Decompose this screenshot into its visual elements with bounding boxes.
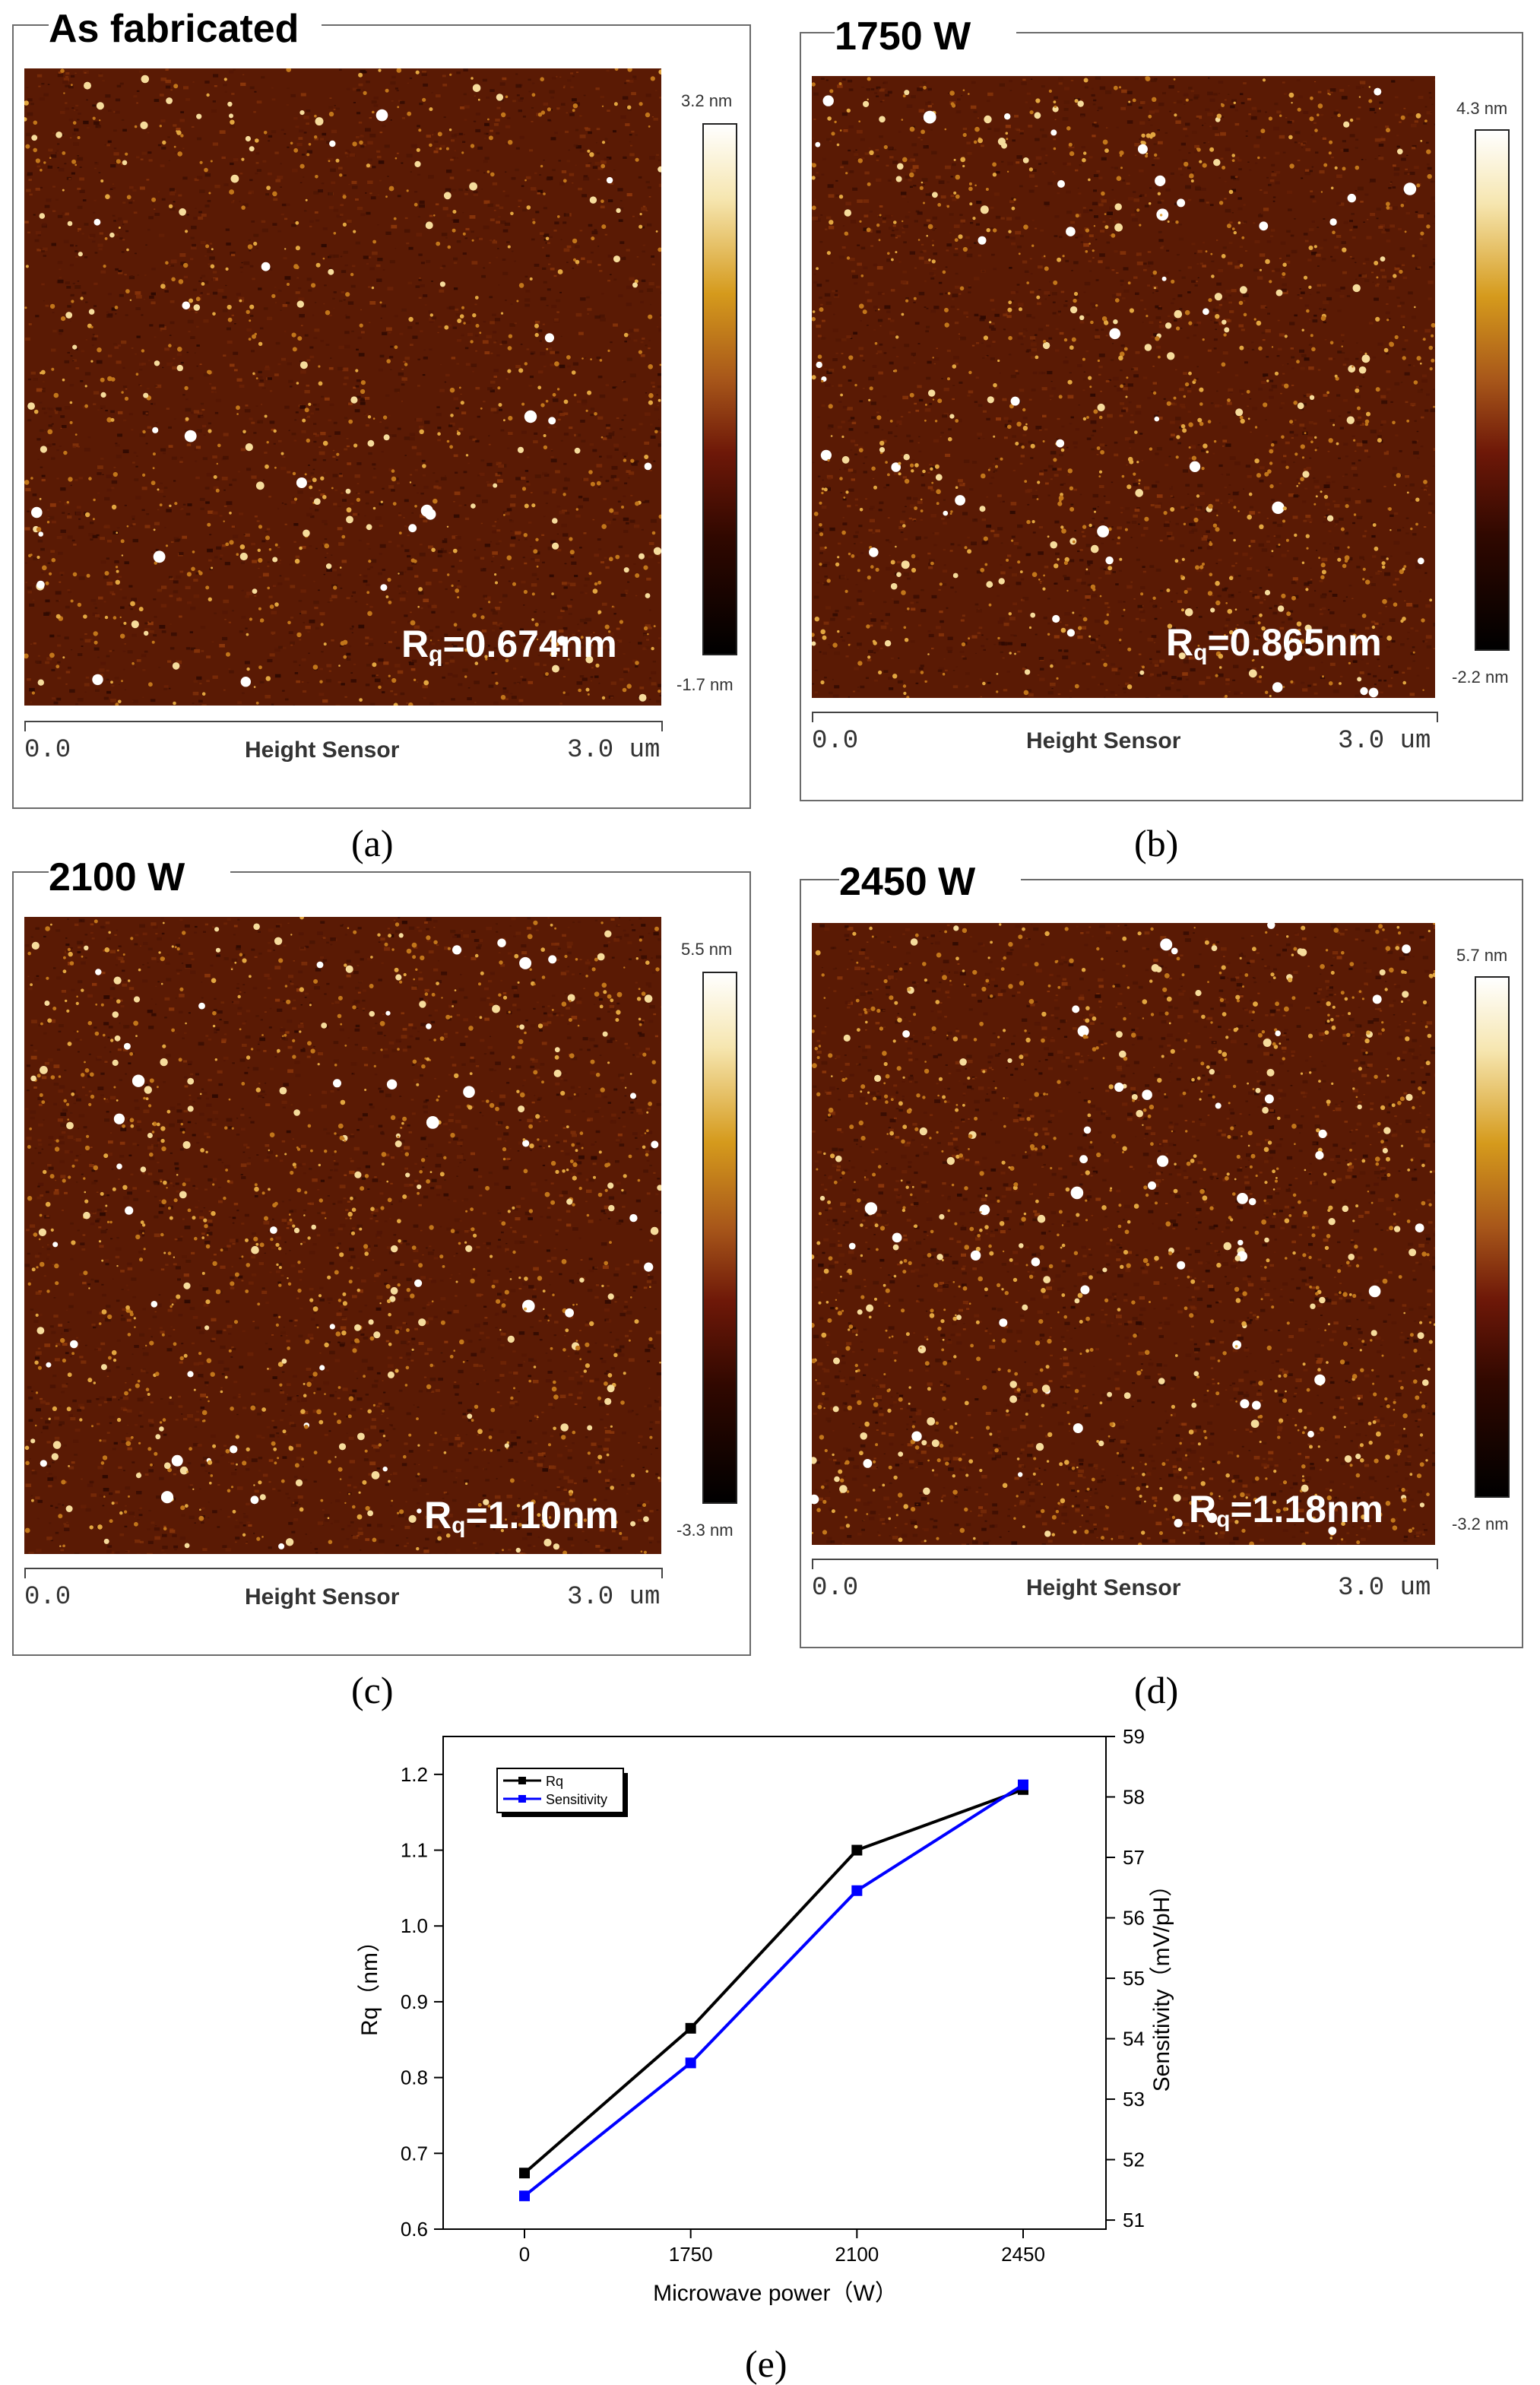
colorbar-min-label: -3.2 nm xyxy=(1452,1514,1509,1533)
panel-title-b: 1750 W xyxy=(835,17,1017,61)
afm-panel-a: Rq=0.674nm 3.2 nm -1.7 nm 0.0 Height Sen… xyxy=(12,24,751,809)
scale-end: 3.0 um xyxy=(567,1583,661,1612)
y2-tick-label: 56 xyxy=(1123,1907,1145,1930)
scale-bar xyxy=(24,1568,663,1569)
series-point-sensitivity xyxy=(1018,1779,1028,1790)
scale-start: 0.0 xyxy=(24,736,71,765)
y-axis-title: Rq（nm） xyxy=(357,1930,382,2036)
y2-axis-title: Sensitivity（mV/pH） xyxy=(1149,1874,1174,2092)
scale-title: Height Sensor xyxy=(245,737,400,763)
colorbar xyxy=(1475,129,1510,651)
panel-label-b: (b) xyxy=(1134,822,1179,864)
series-point-sensitivity xyxy=(519,2190,530,2202)
colorbar-max-label: 5.7 nm xyxy=(1456,946,1508,965)
series-point-rq xyxy=(685,2022,696,2034)
colorbar xyxy=(702,972,737,1504)
y2-tick-label: 58 xyxy=(1123,1786,1145,1809)
afm-panel-c: Rq=1.10nm 5.5 nm -3.3 nm 0.0 Height Sens… xyxy=(12,871,751,1656)
scale-title: Height Sensor xyxy=(1026,728,1181,753)
y-tick-label: 0.9 xyxy=(401,1990,428,2013)
panel-title-c: 2100 W xyxy=(49,858,231,902)
legend-label: Sensitivity xyxy=(546,1792,607,1807)
series-point-rq xyxy=(851,1844,863,1856)
colorbar xyxy=(702,123,737,655)
scale-bar xyxy=(24,721,663,722)
afm-image-c xyxy=(24,917,661,1554)
scale-start: 0.0 xyxy=(812,1574,859,1603)
legend-label: Rq xyxy=(546,1774,563,1789)
colorbar-min-label: -3.3 nm xyxy=(677,1521,734,1540)
scale-end: 3.0 um xyxy=(567,736,661,765)
x-tick-label: 1750 xyxy=(669,2243,713,2266)
series-line-rq xyxy=(523,1787,1024,2174)
series-point-sensitivity xyxy=(851,1885,863,1896)
series-point-rq xyxy=(519,2168,530,2179)
y2-tick-label: 53 xyxy=(1123,2088,1145,2111)
legend-box xyxy=(496,1768,624,1813)
scale-start: 0.0 xyxy=(812,727,859,756)
x-tick-label: 0 xyxy=(519,2243,530,2266)
x-tick-label: 2450 xyxy=(1001,2243,1045,2266)
colorbar xyxy=(1475,976,1510,1498)
afm-image-a xyxy=(24,68,661,706)
scale-bar xyxy=(812,1559,1438,1560)
x-axis-title: Microwave power（W） xyxy=(653,2281,898,2306)
rq-label-d: Rq=1.18nm xyxy=(1189,1488,1383,1532)
panel-title-d: 2450 W xyxy=(839,862,1022,906)
y2-tick-label: 59 xyxy=(1123,1725,1145,1748)
panel-title-a: As fabricated xyxy=(49,9,322,53)
y2-tick-label: 52 xyxy=(1123,2149,1145,2171)
y-tick-label: 0.6 xyxy=(401,2218,428,2241)
colorbar-max-label: 5.5 nm xyxy=(681,940,733,959)
scale-end: 3.0 um xyxy=(1338,1574,1431,1603)
y2-tick-label: 57 xyxy=(1123,1846,1145,1869)
afm-image-b xyxy=(812,76,1435,698)
y-tick-label: 1.2 xyxy=(401,1763,428,1786)
panel-label-e: (e) xyxy=(745,2342,787,2385)
rq-label-a: Rq=0.674nm xyxy=(401,623,617,667)
legend-marker xyxy=(518,1795,526,1803)
scale-title: Height Sensor xyxy=(1026,1575,1181,1600)
y2-tick-label: 54 xyxy=(1123,2028,1145,2050)
panel-label-d: (d) xyxy=(1134,1669,1179,1711)
x-tick-label: 2100 xyxy=(835,2243,879,2266)
rq-sensitivity-chart: 0.6 0.7 0.8 0.9 1.0 1.1 1.2 51 52 53 54 55 56 57 58 59 0… xyxy=(357,1725,1174,2306)
afm-panel-b: Rq=0.865nm 4.3 nm -2.2 nm 0.0 Height Sen… xyxy=(800,32,1523,801)
panel-label-c: (c) xyxy=(351,1669,394,1711)
rq-label-b: Rq=0.865nm xyxy=(1166,621,1382,665)
y2-tick-label: 55 xyxy=(1123,1967,1145,1990)
series-line-sensitivity xyxy=(523,1783,1025,2197)
y2-tick-label: 51 xyxy=(1123,2209,1145,2231)
colorbar-min-label: -1.7 nm xyxy=(677,675,734,694)
legend-marker xyxy=(518,1777,526,1784)
colorbar-max-label: 3.2 nm xyxy=(681,91,733,110)
rq-label-c: Rq=1.10nm xyxy=(424,1494,619,1538)
scale-title: Height Sensor xyxy=(245,1584,400,1610)
afm-panel-d: Rq=1.18nm 5.7 nm -3.2 nm 0.0 Height Sens… xyxy=(800,879,1523,1648)
colorbar-max-label: 4.3 nm xyxy=(1456,99,1508,118)
y-tick-label: 1.0 xyxy=(401,1914,428,1937)
series-point-sensitivity xyxy=(685,2057,696,2069)
scale-bar xyxy=(812,712,1438,713)
y-tick-label: 0.8 xyxy=(401,2066,428,2089)
y-tick-label: 0.7 xyxy=(401,2142,428,2165)
scale-start: 0.0 xyxy=(24,1583,71,1612)
y-tick-label: 1.1 xyxy=(401,1839,428,1862)
afm-image-d xyxy=(812,923,1435,1545)
scale-end: 3.0 um xyxy=(1338,727,1431,756)
plot-frame xyxy=(442,1736,1107,2230)
colorbar-min-label: -2.2 nm xyxy=(1452,668,1509,687)
panel-label-a: (a) xyxy=(351,822,394,864)
